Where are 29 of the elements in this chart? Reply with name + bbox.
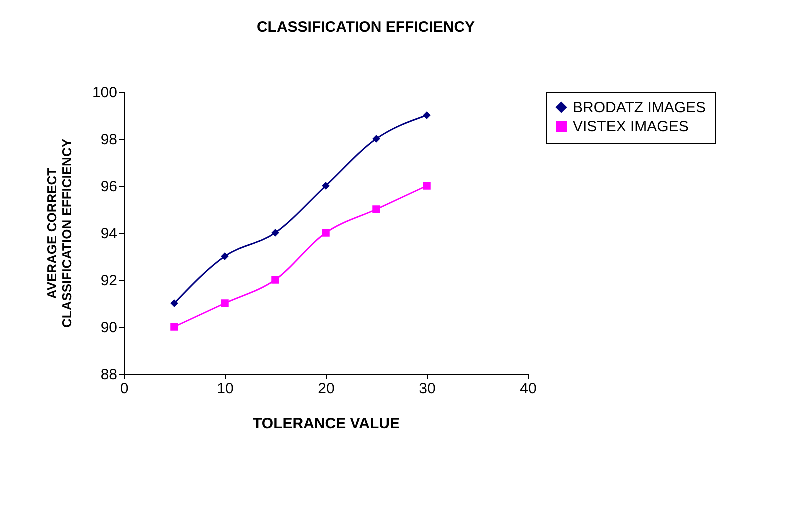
point — [272, 276, 280, 284]
y-tick-label: 90 — [100, 320, 118, 336]
point — [272, 229, 280, 237]
y-tick-label: 100 — [92, 84, 118, 102]
point — [423, 182, 431, 190]
x-tick-label: 30 — [419, 380, 436, 398]
point — [221, 252, 229, 260]
legend-label: BRODATZ IMAGES — [573, 100, 706, 116]
x-tick-label: 20 — [318, 380, 335, 398]
point — [170, 323, 178, 331]
chart-title: CLASSIFICATION EFFICIENCY — [256, 19, 476, 36]
point — [372, 135, 380, 143]
y-tick-label: 96 — [100, 178, 118, 196]
y-tick-label: 94 — [100, 226, 118, 242]
y-axis-title: AVERAGE CORRECT CLASSIFICATION EFFICIENCY — [44, 138, 74, 328]
point — [423, 112, 431, 120]
x-tick-label: 40 — [520, 380, 537, 398]
y-tick-label: 88 — [100, 366, 118, 384]
x-axis-title: TOLERANCE VALUE — [253, 416, 400, 432]
x-tick-label: 0 — [120, 380, 129, 398]
point — [170, 300, 178, 308]
legend-label: VISTEX IMAGES — [573, 118, 689, 136]
point — [372, 206, 380, 214]
y-tick-label: 98 — [100, 132, 118, 148]
point — [221, 300, 229, 308]
x-tick-label: 10 — [217, 380, 234, 398]
point — [322, 229, 330, 237]
y-tick-label: 92 — [100, 272, 118, 290]
point — [322, 182, 330, 190]
